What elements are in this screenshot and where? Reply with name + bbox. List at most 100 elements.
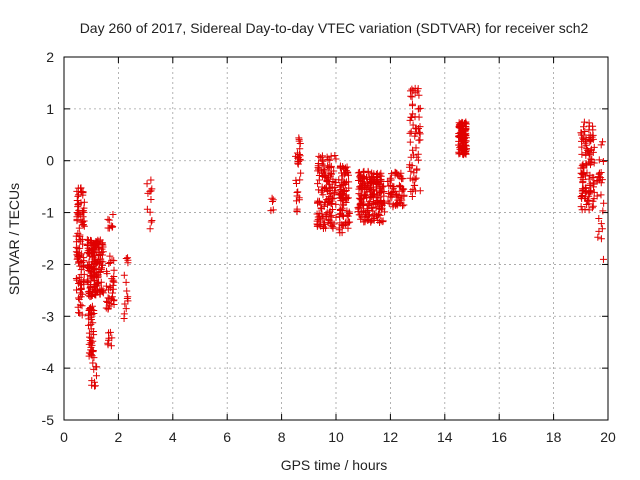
data-point <box>585 200 593 208</box>
data-point <box>73 196 81 204</box>
data-point <box>88 377 96 385</box>
data-point <box>73 286 81 294</box>
data-point <box>406 138 414 146</box>
data-point <box>578 143 586 151</box>
data-point <box>73 209 81 217</box>
data-point <box>582 195 590 203</box>
data-point <box>83 241 91 249</box>
data-point <box>123 287 131 295</box>
data-point <box>580 118 588 126</box>
data-point <box>78 259 86 267</box>
data-point <box>102 282 110 290</box>
data-point <box>582 188 590 196</box>
data-point <box>327 170 335 178</box>
y-tick-label: -3 <box>42 308 55 324</box>
data-point <box>408 102 416 110</box>
data-point <box>103 270 111 278</box>
x-tick-label: 20 <box>600 429 616 445</box>
data-point <box>98 288 106 296</box>
x-tick-label: 8 <box>278 429 286 445</box>
data-point <box>343 163 351 171</box>
data-point <box>321 171 329 179</box>
data-point <box>315 186 323 194</box>
data-point <box>597 235 605 243</box>
data-point <box>147 187 155 195</box>
data-point <box>413 153 421 161</box>
data-point <box>123 295 131 303</box>
data-point <box>462 126 470 134</box>
data-point <box>78 284 86 292</box>
data-point <box>580 123 588 131</box>
data-point <box>110 266 118 274</box>
data-point <box>360 181 368 189</box>
data-point <box>409 121 417 129</box>
data-point <box>577 193 585 201</box>
data-point <box>89 253 97 261</box>
data-point <box>372 200 380 208</box>
data-point <box>578 206 586 214</box>
data-point <box>91 382 99 390</box>
data-point <box>106 259 114 267</box>
data-point <box>104 339 112 347</box>
data-point <box>313 220 321 228</box>
data-point <box>360 175 368 183</box>
data-point <box>593 192 601 200</box>
data-point <box>76 244 84 252</box>
data-point <box>357 191 365 199</box>
data-point <box>108 293 116 301</box>
data-point <box>83 236 91 244</box>
data-point <box>328 183 336 191</box>
data-point <box>406 116 414 124</box>
data-point <box>86 283 94 291</box>
data-point <box>581 128 589 136</box>
data-point <box>407 187 415 195</box>
data-point <box>412 174 420 182</box>
data-point <box>583 145 591 153</box>
data-point <box>398 202 406 210</box>
data-point <box>332 213 340 221</box>
data-point <box>593 177 601 185</box>
data-point <box>72 248 80 256</box>
x-tick-label: 6 <box>223 429 231 445</box>
data-point <box>320 220 328 228</box>
data-point <box>315 152 323 160</box>
data-point <box>358 211 366 219</box>
data-point <box>364 206 372 214</box>
data-point <box>460 144 468 152</box>
data-point <box>120 310 128 318</box>
data-point <box>332 200 340 208</box>
data-point <box>318 152 326 160</box>
data-point <box>588 204 596 212</box>
data-point <box>328 205 336 213</box>
data-point <box>335 176 343 184</box>
data-point <box>595 227 603 235</box>
data-point <box>80 254 88 262</box>
data-point <box>396 183 404 191</box>
data-point <box>408 162 416 170</box>
data-point <box>317 204 325 212</box>
data-point <box>597 141 605 149</box>
data-point <box>87 346 95 354</box>
data-point <box>314 221 322 229</box>
data-point <box>398 187 406 195</box>
data-point <box>324 155 332 163</box>
data-point <box>598 176 606 184</box>
data-point <box>462 120 470 128</box>
data-point <box>84 264 92 272</box>
data-point <box>398 174 406 182</box>
data-point <box>391 187 399 195</box>
data-point <box>586 158 594 166</box>
data-point <box>354 208 362 216</box>
data-point <box>368 186 376 194</box>
data-point <box>409 176 417 184</box>
data-point <box>415 128 423 136</box>
data-point <box>369 207 377 215</box>
data-point <box>293 149 301 157</box>
data-point <box>585 133 593 141</box>
data-point <box>340 201 348 209</box>
data-point <box>380 192 388 200</box>
data-point <box>75 309 83 317</box>
data-point <box>77 184 85 192</box>
y-tick-label: -4 <box>42 360 55 376</box>
x-tick-label: 4 <box>169 429 177 445</box>
